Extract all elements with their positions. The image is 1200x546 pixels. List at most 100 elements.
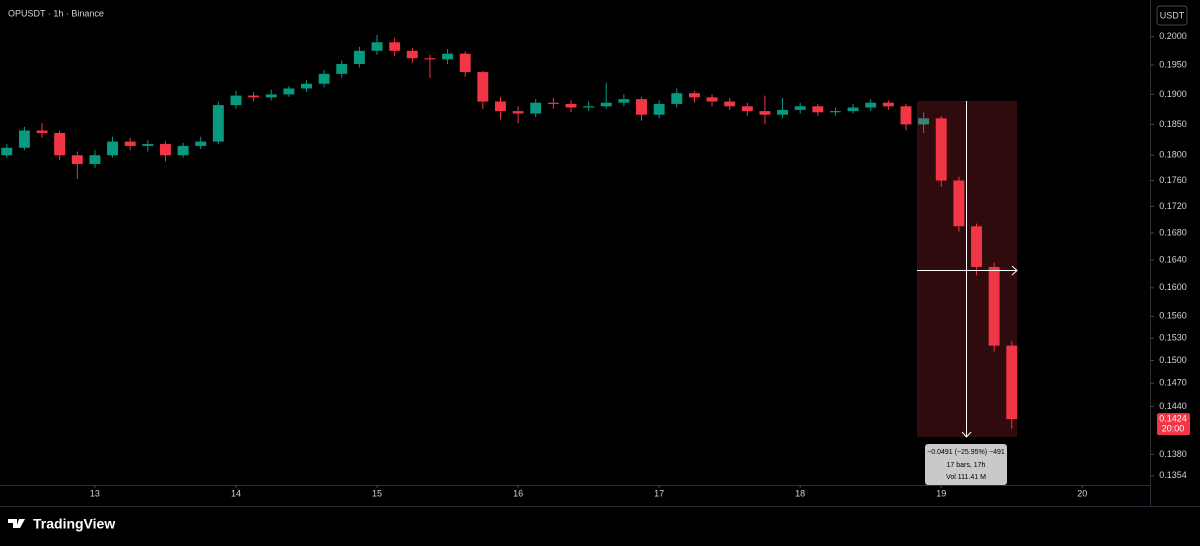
y-tick-label: 0.1470 — [1159, 378, 1187, 388]
candle-body — [812, 106, 824, 113]
brand-icon[interactable] — [8, 519, 25, 528]
y-tick-label: 0.1560 — [1159, 311, 1187, 321]
y-tick-label: 0.1640 — [1159, 254, 1187, 264]
candle-body — [424, 58, 436, 60]
y-tick-label: 0.1440 — [1159, 401, 1187, 411]
candle-body — [318, 73, 330, 84]
candle-body — [195, 141, 207, 146]
candle-body — [794, 106, 806, 110]
x-tick-label: 17 — [654, 488, 664, 498]
candle-body — [371, 42, 383, 51]
candle-body — [759, 111, 771, 115]
candle-body — [142, 144, 154, 146]
brand-logo[interactable]: TradingView — [8, 516, 115, 532]
candle-body — [18, 130, 30, 148]
y-tick-label: 0.1760 — [1159, 175, 1187, 185]
candle-body — [671, 93, 683, 104]
candle-body — [971, 226, 982, 267]
x-tick-label: 20 — [1077, 488, 1087, 498]
candle-body — [406, 50, 418, 59]
y-tick-label: 0.1800 — [1159, 150, 1187, 160]
y-tick-label: 0.1500 — [1159, 355, 1187, 365]
candle-body — [636, 99, 647, 115]
candle-body — [882, 102, 894, 107]
candle-body — [248, 95, 260, 98]
candle-body — [459, 53, 471, 73]
brand-name[interactable]: TradingView — [33, 516, 115, 532]
candle-body — [71, 155, 83, 165]
candle-body — [530, 102, 542, 114]
candle-body — [442, 53, 454, 60]
y-tick-label: 0.1530 — [1159, 333, 1187, 343]
candle-body — [706, 97, 718, 102]
candle-body — [600, 102, 612, 107]
x-tick-label: 14 — [231, 488, 241, 498]
candle-body — [583, 106, 595, 108]
y-tick-label: 0.1950 — [1159, 60, 1187, 70]
countdown: 20:00 — [1162, 423, 1185, 433]
candle-body — [724, 101, 736, 107]
candle-body — [353, 50, 365, 64]
y-tick-label: 0.1380 — [1159, 449, 1187, 459]
currency-button-label[interactable]: USDT — [1160, 10, 1185, 20]
measure-arrow-right — [1011, 265, 1018, 276]
y-tick-label: 0.1600 — [1159, 282, 1187, 292]
candle-body — [36, 130, 48, 133]
x-tick-label: 19 — [936, 488, 946, 498]
candle-body — [89, 155, 101, 165]
candle-body — [512, 111, 524, 114]
candle-body — [54, 132, 66, 156]
candle-body — [953, 180, 965, 227]
y-tick-label: 0.2000 — [1159, 31, 1187, 41]
currency-button[interactable] — [1156, 5, 1188, 26]
measure-bars: 17 bars, 17h — [947, 462, 986, 469]
candle-body — [389, 42, 401, 51]
plot-area — [1, 34, 1018, 429]
y-tick-label: 0.1354 — [1159, 470, 1187, 480]
candle-body — [900, 106, 912, 125]
candle-body — [829, 111, 841, 113]
x-tick-label: 15 — [372, 488, 382, 498]
candle-body — [494, 101, 506, 112]
candle-body — [177, 145, 189, 156]
candle-body — [212, 105, 224, 142]
candle-body — [988, 266, 1000, 346]
measure-label-box — [925, 444, 1007, 485]
candle-body — [107, 141, 119, 156]
candle-body — [741, 106, 753, 112]
candle-body — [565, 103, 577, 108]
candle-body — [1006, 345, 1018, 420]
measure-arrow-down — [961, 431, 972, 438]
candle-body — [477, 72, 489, 102]
candle-body — [653, 103, 665, 115]
y-tick-label: 0.1900 — [1159, 89, 1187, 99]
last-price-box — [1157, 413, 1190, 436]
candle-body — [336, 63, 348, 74]
x-tick-label: 13 — [90, 488, 100, 498]
candle-body — [935, 118, 947, 181]
y-tick-label: 0.1850 — [1159, 119, 1187, 129]
candle-body — [688, 93, 700, 98]
measure-change: −0.0491 (−25.95%) −491 — [927, 449, 1005, 456]
chart-title: OPUSDT · 1h · Binance — [8, 8, 104, 18]
candle-body — [618, 99, 630, 103]
y-tick-label: 0.1720 — [1159, 201, 1187, 211]
measure-volume: Vol 111.41 M — [946, 474, 986, 481]
candle-body — [847, 107, 859, 112]
y-tick-label: 0.1680 — [1159, 227, 1187, 237]
candle-body — [865, 102, 877, 108]
candle-body — [918, 118, 930, 125]
candle-body — [777, 109, 789, 115]
x-tick-label: 18 — [795, 488, 805, 498]
candle-body — [159, 144, 171, 156]
candle-body — [230, 95, 242, 106]
candle-body — [1, 147, 13, 156]
last-price: 0.1424 — [1159, 413, 1187, 423]
candle-body — [265, 94, 277, 98]
candle-body — [283, 88, 295, 95]
candle-body — [301, 83, 312, 89]
candle-body — [547, 102, 559, 104]
x-tick-label: 16 — [513, 488, 523, 498]
